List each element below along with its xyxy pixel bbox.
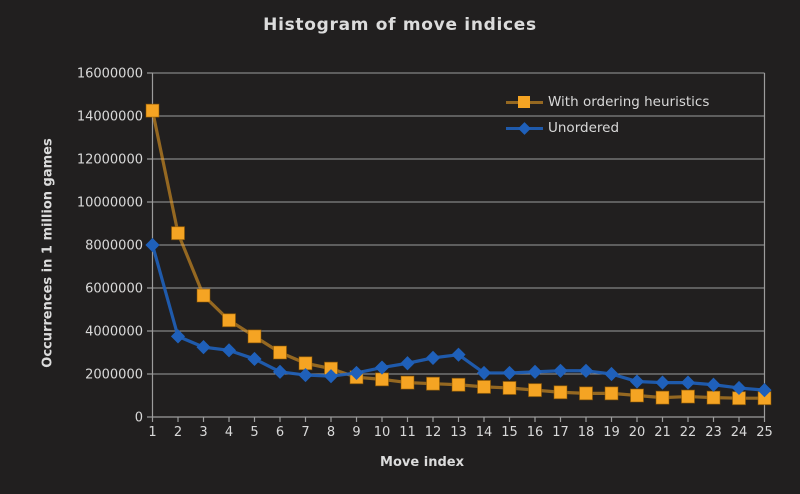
chart-title: Histogram of move indices	[263, 15, 537, 35]
svg-text:7: 7	[301, 425, 309, 440]
svg-text:23: 23	[705, 425, 722, 440]
y-axis-label: Occurrences in 1 million games	[40, 138, 56, 368]
legend: With ordering heuristics Unordered	[506, 89, 709, 141]
svg-text:6000000: 6000000	[85, 282, 143, 297]
svg-text:11: 11	[399, 425, 416, 440]
svg-text:4: 4	[225, 425, 233, 440]
svg-text:8: 8	[327, 425, 335, 440]
svg-text:25: 25	[756, 425, 773, 440]
svg-text:2: 2	[174, 425, 182, 440]
svg-text:14: 14	[476, 425, 493, 440]
legend-label: With ordering heuristics	[548, 94, 710, 110]
legend-label: Unordered	[548, 120, 620, 136]
svg-text:15: 15	[501, 425, 518, 440]
svg-text:3: 3	[199, 425, 207, 440]
svg-text:0: 0	[135, 411, 143, 426]
svg-text:10: 10	[374, 425, 391, 440]
svg-text:12000000: 12000000	[77, 153, 143, 168]
svg-text:16: 16	[527, 425, 544, 440]
svg-text:8000000: 8000000	[85, 239, 143, 254]
svg-text:16000000: 16000000	[77, 67, 143, 82]
svg-text:12: 12	[425, 425, 442, 440]
svg-text:22: 22	[680, 425, 697, 440]
svg-text:20: 20	[629, 425, 646, 440]
svg-text:18: 18	[578, 425, 595, 440]
legend-item-unordered: Unordered	[506, 115, 709, 141]
svg-text:21: 21	[654, 425, 671, 440]
svg-text:6: 6	[276, 425, 284, 440]
svg-text:5: 5	[250, 425, 258, 440]
svg-text:24: 24	[731, 425, 748, 440]
diamond-marker-icon	[506, 120, 543, 136]
svg-text:4000000: 4000000	[85, 325, 143, 340]
square-marker-icon	[506, 94, 543, 110]
svg-text:2000000: 2000000	[85, 368, 143, 383]
x-axis-label: Move index	[380, 455, 464, 470]
svg-text:14000000: 14000000	[77, 110, 143, 125]
svg-text:9: 9	[352, 425, 360, 440]
svg-text:17: 17	[552, 425, 569, 440]
svg-text:10000000: 10000000	[77, 196, 143, 211]
svg-text:19: 19	[603, 425, 620, 440]
svg-text:1: 1	[148, 425, 156, 440]
svg-text:13: 13	[450, 425, 467, 440]
legend-item-with-ordering-heuristics: With ordering heuristics	[506, 89, 709, 115]
